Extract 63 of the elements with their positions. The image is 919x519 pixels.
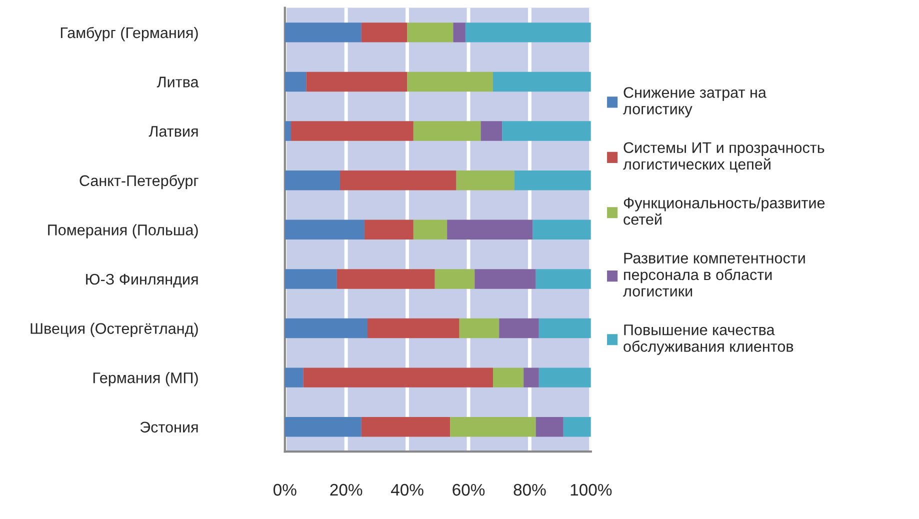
x-tick-label: 100% (570, 484, 612, 496)
legend-label: Развитие компетентности персонала в области логистики (623, 252, 805, 297)
bar (538, 368, 591, 388)
x-tick-label: 80% (514, 484, 546, 496)
bar (434, 269, 475, 289)
y-tick-label: Гамбург (Германия) (60, 26, 198, 42)
bar (284, 170, 340, 190)
bar (413, 220, 448, 240)
bar (284, 318, 368, 338)
y-tick-label: Санкт-Петербург (80, 174, 198, 190)
bar (364, 220, 414, 240)
y-tick-label: Литва (156, 76, 199, 88)
bar (502, 121, 591, 141)
legend-label: Снижение затрат на логистику (623, 87, 766, 118)
x-tick-label: 0% (273, 484, 296, 496)
bar (368, 318, 460, 338)
bar (284, 368, 304, 388)
x-tick-label: 40% (391, 484, 424, 496)
y-tick-label: Померания (Польша) (48, 224, 198, 238)
bar (361, 22, 408, 42)
y-tick-label: Швеция (Остергётланд) (30, 322, 198, 337)
bar (284, 220, 364, 240)
bar (499, 318, 539, 338)
bar (536, 417, 564, 437)
y-tick-label: Эстония (140, 422, 198, 433)
bar (450, 417, 536, 437)
bar (459, 318, 500, 338)
bar (536, 269, 591, 289)
legend-label: Системы ИТ и прозрачность логистических цепей (623, 142, 824, 173)
bar (456, 170, 514, 190)
bar (361, 417, 450, 437)
bar (492, 368, 524, 388)
bar (514, 170, 591, 190)
bar (453, 22, 466, 42)
bar (303, 368, 493, 388)
bar (492, 72, 591, 92)
bar (306, 72, 408, 92)
y-tick-label: Латвия (148, 126, 198, 137)
bar (407, 72, 493, 92)
bar (284, 72, 306, 92)
bar (291, 121, 414, 141)
bar (447, 220, 533, 240)
bar (284, 121, 292, 141)
legend-label: Функциональность/развитие сетей (624, 197, 825, 225)
x-tick-label: 60% (452, 484, 485, 496)
bar (474, 269, 536, 289)
bar (532, 220, 591, 240)
bar (413, 121, 481, 141)
y-tick-label: Ю-З Финляндия (86, 274, 198, 288)
bar (465, 22, 591, 42)
bar (524, 368, 539, 388)
bar (340, 170, 456, 190)
bar (480, 121, 502, 141)
bar (284, 22, 362, 42)
legend-label: Повышение качества обслуживания клиентов (624, 324, 794, 355)
bar (336, 269, 435, 289)
bar (563, 417, 591, 437)
y-tick-label: Германия (МП) (93, 372, 198, 386)
bar (284, 269, 337, 289)
bar (407, 22, 454, 42)
bar (538, 318, 591, 338)
bar (284, 417, 362, 437)
x-tick-label: 20% (330, 484, 362, 496)
